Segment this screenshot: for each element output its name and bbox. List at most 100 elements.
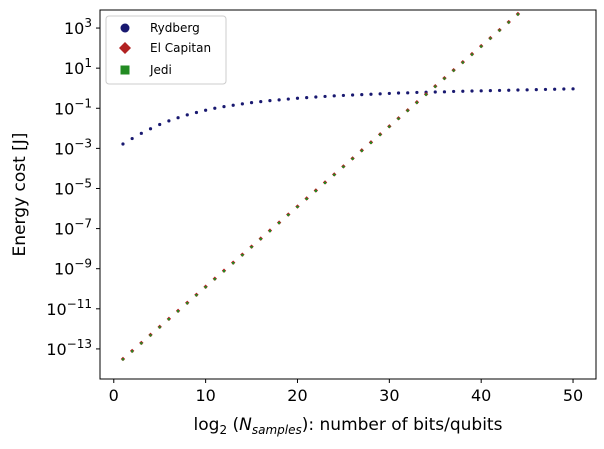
point-jedi: [342, 165, 345, 168]
point-jedi: [397, 117, 400, 120]
x-tick-label: 20: [287, 386, 307, 405]
point-rydberg: [314, 95, 318, 99]
point-rydberg: [158, 122, 162, 127]
data-marks: [120, 4, 575, 362]
y-tick-label: 10−13: [46, 337, 92, 359]
point-rydberg: [433, 90, 437, 94]
point-jedi: [415, 101, 418, 104]
point-rydberg: [442, 90, 447, 94]
point-rydberg: [369, 92, 373, 96]
point-jedi: [314, 189, 317, 192]
y-tick-label: 10−5: [54, 176, 92, 198]
point-rydberg: [543, 87, 548, 92]
point-rydberg: [415, 90, 419, 95]
x-tick-label: 40: [471, 386, 491, 405]
point-rydberg: [323, 94, 327, 99]
point-rydberg: [286, 97, 290, 101]
x-tick-label: 10: [195, 386, 215, 405]
point-rydberg: [360, 93, 364, 97]
point-jedi: [222, 270, 226, 273]
point-rydberg: [305, 96, 309, 100]
point-jedi: [379, 133, 382, 136]
point-rydberg: [461, 89, 465, 93]
point-rydberg: [488, 89, 492, 93]
point-jedi: [424, 93, 428, 96]
point-rydberg: [571, 87, 575, 91]
point-rydberg: [185, 113, 189, 117]
point-jedi: [241, 253, 244, 257]
legend: Rydberg El Capitan Jedi: [105, 15, 227, 85]
y-tick-label: 103: [64, 16, 92, 38]
point-jedi: [480, 45, 483, 48]
point-rydberg: [534, 88, 538, 92]
point-rydberg: [231, 103, 235, 107]
point-jedi: [360, 149, 363, 152]
x-tick-label: 50: [563, 386, 583, 405]
point-rydberg: [497, 88, 502, 93]
point-rydberg: [387, 91, 391, 96]
legend-box: [105, 15, 227, 85]
point-rydberg: [204, 108, 208, 112]
point-rydberg: [249, 101, 254, 105]
point-rydberg: [130, 136, 134, 141]
point-jedi: [213, 278, 216, 281]
point-jedi: [158, 326, 161, 329]
point-rydberg: [167, 119, 171, 123]
x-axis-label-base: 2: [219, 423, 227, 437]
point-jedi: [131, 350, 134, 353]
y-axis-label: Energy cost [J]: [10, 133, 30, 257]
point-rydberg: [516, 88, 520, 92]
legend-marker-el-capitan: [119, 42, 131, 54]
point-rydberg: [194, 110, 199, 115]
point-jedi: [452, 69, 455, 72]
point-jedi: [507, 21, 510, 24]
point-rydberg: [240, 102, 244, 106]
point-jedi: [351, 157, 354, 160]
series-jedi: [121, 5, 528, 361]
x-axis-label-log: log: [194, 415, 220, 435]
point-jedi: [195, 294, 198, 297]
point-rydberg: [268, 99, 272, 103]
point-rydberg: [139, 131, 143, 135]
point-jedi: [489, 37, 492, 40]
point-jedi: [232, 261, 235, 265]
point-rydberg: [277, 98, 281, 102]
point-jedi: [406, 109, 409, 112]
point-jedi: [498, 29, 501, 32]
point-jedi: [149, 334, 152, 337]
point-rydberg: [507, 88, 511, 92]
y-tick-label: 101: [64, 56, 92, 78]
point-rydberg: [121, 142, 125, 146]
point-rydberg: [479, 89, 483, 93]
point-el-capitan: [525, 4, 529, 8]
point-rydberg: [378, 92, 382, 96]
point-jedi: [516, 13, 520, 16]
y-tick-label: 10−7: [54, 217, 92, 239]
point-rydberg: [213, 106, 217, 110]
x-tick-label: 30: [379, 386, 399, 405]
point-rydberg: [470, 89, 474, 93]
plot-frame: [99, 9, 597, 380]
point-jedi: [470, 53, 474, 56]
point-jedi: [296, 205, 299, 209]
point-jedi: [305, 197, 308, 201]
point-jedi: [287, 213, 290, 217]
legend-label-jedi: Jedi: [149, 63, 172, 77]
point-jedi: [333, 173, 336, 176]
x-axis-label: log2 (Nsamples): number of bits/qubits: [194, 415, 503, 437]
point-jedi: [443, 77, 446, 80]
point-jedi: [526, 5, 528, 7]
point-jedi: [204, 286, 207, 289]
point-jedi: [369, 141, 373, 144]
point-rydberg: [562, 87, 566, 91]
legend-label-el-capitan: El Capitan: [150, 41, 211, 55]
x-axis-label-open: (: [227, 415, 239, 435]
point-jedi: [186, 302, 189, 305]
y-tick-label: 10−1: [54, 96, 92, 118]
series-rydberg: [121, 87, 575, 146]
x-axis-label-var: N: [239, 415, 252, 435]
y-tick-label: 10−9: [54, 257, 92, 279]
x-axis-label-rest: ): number of bits/qubits: [302, 415, 503, 435]
point-jedi: [278, 221, 281, 225]
point-rydberg: [341, 93, 346, 98]
